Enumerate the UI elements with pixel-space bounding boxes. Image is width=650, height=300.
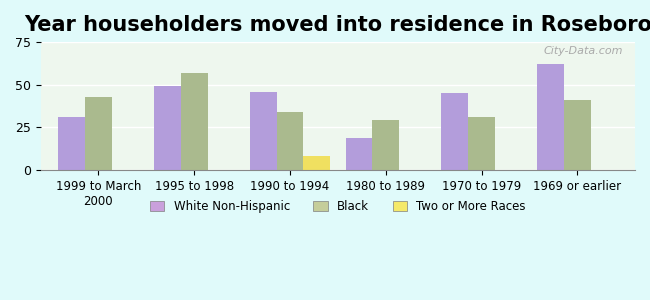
Bar — [58, 117, 84, 170]
Bar — [304, 156, 330, 170]
Title: Year householders moved into residence in Roseboro: Year householders moved into residence i… — [24, 15, 650, 35]
Bar — [346, 137, 372, 170]
Bar — [372, 121, 399, 170]
Text: City-Data.com: City-Data.com — [543, 46, 623, 56]
Bar — [181, 73, 207, 170]
Bar — [84, 97, 112, 170]
Bar — [538, 64, 564, 170]
Bar — [468, 117, 495, 170]
Bar — [564, 100, 591, 170]
Bar — [250, 92, 276, 170]
Bar — [276, 112, 304, 170]
Bar — [441, 93, 468, 170]
Legend: White Non-Hispanic, Black, Two or More Races: White Non-Hispanic, Black, Two or More R… — [145, 195, 530, 218]
Bar — [154, 86, 181, 170]
